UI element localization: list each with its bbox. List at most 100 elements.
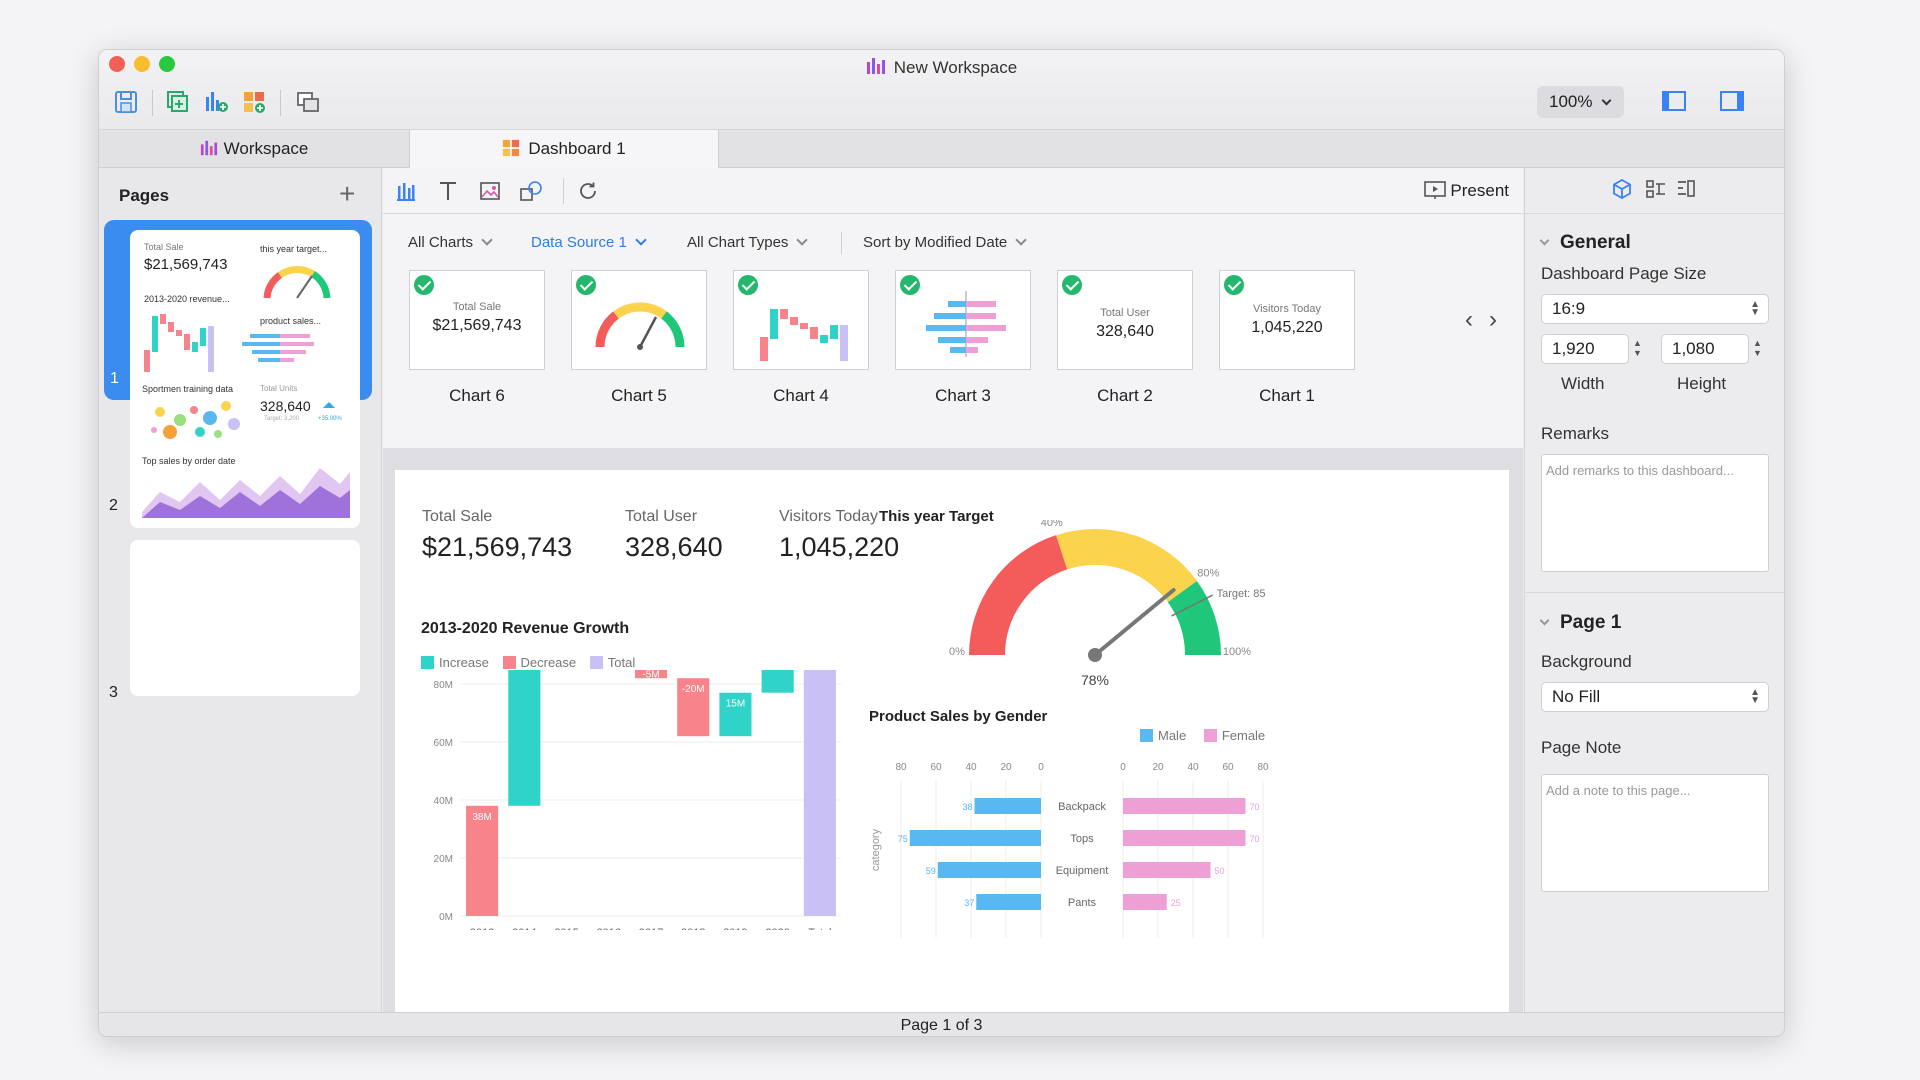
chart-card-5[interactable] [571, 270, 707, 370]
chart-card-4[interactable] [733, 270, 869, 370]
kpi-visitors-today-value: 1,045,220 [779, 532, 900, 562]
gauge-needle [1093, 587, 1176, 657]
refresh-icon[interactable] [577, 180, 599, 202]
male-bar [974, 798, 1041, 814]
properties-cube-icon[interactable] [1611, 178, 1633, 200]
chart-types-label: All Chart Types [687, 234, 789, 251]
tab-dashboard-1-label: Dashboard 1 [528, 139, 626, 158]
save-icon[interactable] [113, 89, 139, 115]
legend-male: Male [1140, 728, 1186, 743]
data-source-label: Data Source 1 [531, 234, 627, 251]
background-value: No Fill [1552, 687, 1601, 706]
waterfall-bar [677, 678, 710, 737]
background-select[interactable]: No Fill ▲ ▼ [1541, 682, 1769, 712]
pages-sidebar: Pages + Total Sale $21,569,743 this year… [99, 168, 382, 1012]
x-tick-label: 20 [1000, 762, 1012, 773]
female-value-label: 70 [1250, 834, 1260, 844]
gallery-prev-arrow-icon[interactable]: ‹ [1465, 306, 1473, 333]
x-tick-label: 40 [1187, 762, 1199, 773]
page-size-label: Dashboard Page Size [1541, 264, 1707, 283]
category-label: Pants [1068, 897, 1097, 909]
width-label: Width [1561, 374, 1605, 393]
maximize-window-button[interactable] [159, 56, 175, 72]
add-dashboard-icon[interactable] [241, 89, 267, 115]
page-section-header[interactable]: Page 1 [1539, 612, 1621, 634]
close-window-button[interactable] [109, 56, 125, 72]
target-gauge-title: This year Target [879, 508, 994, 525]
thumb-units-label: Total Units [260, 384, 298, 393]
page-thumbnail-3[interactable] [130, 540, 360, 696]
width-value: 1,920 [1552, 339, 1595, 358]
zoom-select[interactable]: 100% [1537, 86, 1624, 118]
tab-bar: Workspace Dashboard 1 [99, 130, 1784, 168]
chart-card-1[interactable]: Visitors Today 1,045,220 [1219, 270, 1355, 370]
gender-butterfly-chart: 80 60 40 20 0 0 20 40 60 80 category 38 70 Backpack 75… [870, 762, 1269, 938]
add-data-source-icon[interactable] [165, 89, 191, 115]
page-indicator: Page 1 of 3 [900, 1017, 983, 1034]
general-section-header[interactable]: General [1539, 232, 1631, 254]
layout-icon[interactable] [1645, 178, 1667, 200]
page-note-textarea[interactable]: Add a note to this page... [1541, 774, 1769, 892]
tab-workspace[interactable]: Workspace [99, 130, 409, 168]
female-bar [1123, 894, 1167, 910]
width-stepper-icon[interactable]: ▲ ▼ [1633, 338, 1642, 358]
gauge-segment [969, 535, 1068, 656]
insert-shape-icon[interactable] [519, 180, 543, 202]
x-tick-label: Total [808, 927, 831, 930]
add-chart-icon[interactable] [203, 89, 229, 115]
sort-filter[interactable]: Sort by Modified Date [863, 234, 1027, 251]
insert-image-icon[interactable] [479, 180, 501, 202]
legend-female-label: Female [1221, 728, 1266, 743]
chart-card-3[interactable] [895, 270, 1031, 370]
gender-legend: Male Female [1140, 728, 1265, 743]
chart-card-label: Chart 2 [1097, 386, 1153, 405]
page-note-placeholder: Add a note to this page... [1546, 783, 1691, 798]
general-section-title: General [1560, 232, 1631, 253]
align-icon[interactable] [1675, 178, 1697, 200]
male-value-label: 38 [962, 802, 972, 812]
left-sidebar-toggle-icon[interactable] [1661, 88, 1687, 114]
x-tick-label: 80 [895, 762, 907, 773]
male-bar [976, 894, 1041, 910]
chart-types-filter[interactable]: All Chart Types [687, 234, 809, 251]
page-number-3: 3 [109, 684, 118, 701]
page-thumbnail-1-preview: Total Sale $21,569,743 this year target.… [130, 230, 360, 386]
thumb-delta-small: +35.00% [318, 416, 342, 422]
tab-dashboard-1[interactable]: Dashboard 1 [409, 130, 719, 168]
chart-card-small-label: Total User [1100, 307, 1150, 319]
thumb-revenue-label: 2013-2020 revenue... [144, 294, 230, 304]
female-bar [1123, 798, 1246, 814]
page-thumbnail-1[interactable]: Total Sale $21,569,743 this year target.… [104, 220, 372, 400]
present-button[interactable]: Present [1424, 180, 1509, 201]
insert-chart-icon[interactable] [395, 180, 417, 202]
gauge-target-label: Target: 85% [1217, 588, 1265, 600]
window-copy-icon[interactable] [295, 89, 321, 115]
page-note-label: Page Note [1541, 738, 1622, 757]
all-charts-filter[interactable]: All Charts [408, 234, 493, 251]
insert-text-icon[interactable] [437, 180, 459, 202]
data-source-filter[interactable]: Data Source 1 [531, 234, 647, 251]
selected-check-icon [414, 275, 434, 295]
height-stepper-icon[interactable]: ▲ ▼ [1753, 338, 1762, 358]
chart-card-2[interactable]: Total User 328,640 [1057, 270, 1193, 370]
gallery-next-arrow-icon[interactable]: › [1489, 306, 1497, 333]
thumb-order-label: Top sales by order date [142, 456, 236, 466]
chevron-down-icon [796, 234, 809, 246]
right-sidebar-toggle-icon[interactable] [1719, 88, 1745, 114]
present-label: Present [1450, 181, 1509, 200]
chart-card-6[interactable]: Total Sale $21,569,743 [409, 270, 545, 370]
bar-value-label: -5M [642, 670, 659, 681]
remarks-textarea[interactable]: Add remarks to this dashboard... [1541, 454, 1769, 572]
chart-card-label: Chart 1 [1259, 386, 1315, 405]
waterfall-bar [803, 670, 836, 916]
minimize-window-button[interactable] [134, 56, 150, 72]
width-input[interactable]: 1,920 [1541, 334, 1629, 364]
page-size-select[interactable]: 16:9 ▲ ▼ [1541, 294, 1769, 324]
chart-card-label: Chart 3 [935, 386, 991, 405]
page-thumbnail-2[interactable]: Sportmen training data Total Units 328,6… [130, 372, 360, 528]
thumb-target-small: Target: 3,200 [264, 416, 300, 422]
height-input[interactable]: 1,080 [1661, 334, 1749, 364]
add-page-button[interactable]: + [339, 178, 356, 209]
x-tick-label: 60 [1222, 762, 1234, 773]
thumb-units-value: 328,640 [260, 398, 311, 414]
